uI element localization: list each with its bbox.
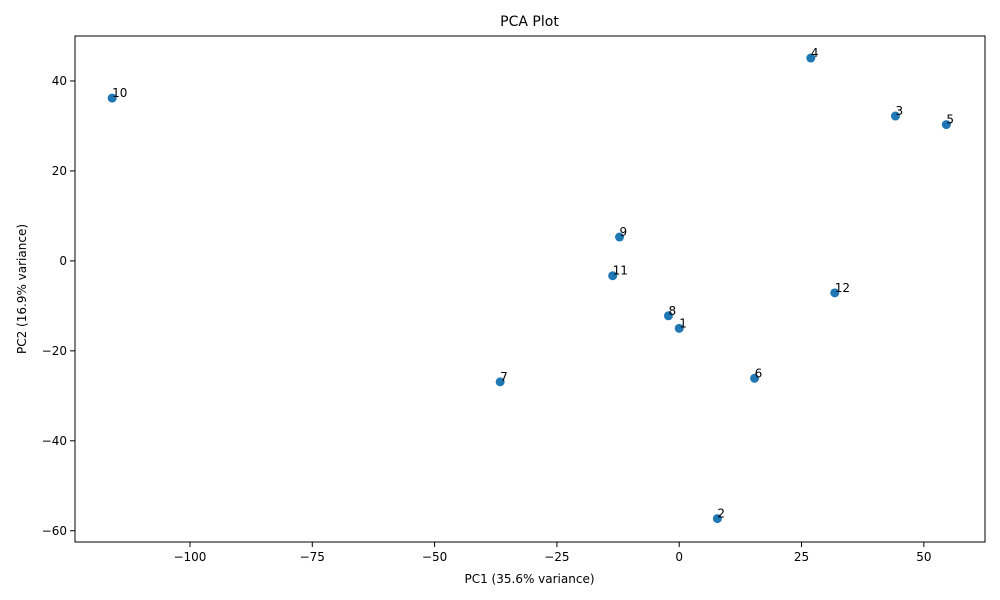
x-tick-label: −50 bbox=[422, 550, 447, 564]
y-tick-label: 0 bbox=[59, 254, 67, 268]
scatter-point bbox=[890, 111, 900, 121]
x-tick-label: 50 bbox=[916, 550, 931, 564]
chart-title: PCA Plot bbox=[500, 14, 559, 30]
scatter-point bbox=[107, 93, 117, 103]
point-label: 5 bbox=[946, 113, 954, 127]
y-tick-label: −40 bbox=[42, 434, 67, 448]
scatter-point bbox=[495, 377, 505, 387]
x-tick-label: −100 bbox=[173, 550, 206, 564]
scatter-point bbox=[830, 288, 840, 298]
scatter-point bbox=[663, 311, 673, 321]
point-label: 2 bbox=[717, 507, 725, 521]
x-tick-label: −75 bbox=[300, 550, 325, 564]
x-tick-label: −25 bbox=[544, 550, 569, 564]
scatter-point bbox=[608, 271, 618, 281]
plot-area bbox=[74, 35, 986, 543]
y-axis: −60 −40 −20 0 20 40 bbox=[42, 74, 75, 538]
point-label: 4 bbox=[811, 46, 819, 60]
plot-frame bbox=[74, 35, 986, 543]
scatter-point bbox=[941, 120, 951, 130]
x-tick-label: 0 bbox=[675, 550, 683, 564]
point-label: 12 bbox=[835, 281, 850, 295]
point-label: 9 bbox=[620, 225, 628, 239]
scatter-point bbox=[806, 53, 816, 63]
point-label: 8 bbox=[668, 304, 676, 318]
y-tick-label: −60 bbox=[42, 524, 67, 538]
point-label: 3 bbox=[895, 104, 903, 118]
point-label: 11 bbox=[613, 264, 628, 278]
point-label: 7 bbox=[500, 370, 508, 384]
y-tick-label: −20 bbox=[42, 344, 67, 358]
point-label: 1 bbox=[679, 316, 687, 330]
point-label: 6 bbox=[755, 366, 763, 380]
point-label: 10 bbox=[112, 86, 127, 100]
scatter-point bbox=[615, 232, 625, 242]
scatter-point bbox=[712, 514, 722, 524]
scatter-point bbox=[750, 373, 760, 383]
x-axis-label: PC1 (35.6% variance) bbox=[464, 572, 594, 586]
y-axis-label: PC2 (16.9% variance) bbox=[15, 224, 29, 354]
y-tick-label: 40 bbox=[52, 74, 67, 88]
x-tick-label: 25 bbox=[794, 550, 809, 564]
scatter-point bbox=[674, 323, 684, 333]
y-tick-label: 20 bbox=[52, 164, 67, 178]
x-axis: −100 −75 −50 −25 0 25 50 bbox=[173, 542, 931, 564]
